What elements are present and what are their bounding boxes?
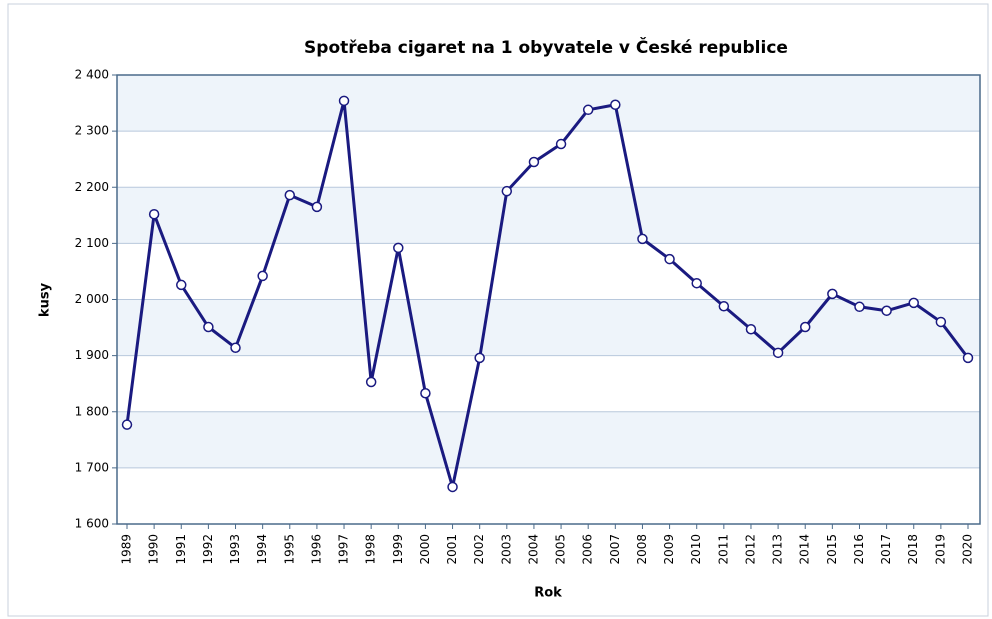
data-point xyxy=(664,253,675,265)
x-tick-label: 2010 xyxy=(689,534,703,565)
data-point xyxy=(148,208,160,220)
plot-border xyxy=(116,74,981,525)
x-tick-label: 2000 xyxy=(418,534,432,565)
y-tick-label: 2 400 xyxy=(75,68,109,82)
x-tick-label: 1993 xyxy=(228,534,242,565)
data-line xyxy=(125,99,970,489)
x-tick-label: 2014 xyxy=(798,534,812,565)
x-axis-title: Rok xyxy=(534,586,562,601)
x-tick-label: 2019 xyxy=(933,534,947,565)
x-tick-label: 2006 xyxy=(581,534,595,565)
data-point xyxy=(854,301,865,313)
data-point xyxy=(772,347,784,359)
data-point xyxy=(799,321,811,333)
x-tick-label: 2005 xyxy=(554,534,568,565)
data-point xyxy=(230,342,241,354)
data-point xyxy=(718,300,730,312)
x-tick-label: 2011 xyxy=(716,534,730,565)
x-tick-label: 2008 xyxy=(635,534,649,565)
data-point xyxy=(501,185,513,197)
x-tick-label: 1998 xyxy=(364,534,378,565)
y-tick-label: 2 300 xyxy=(75,124,109,138)
data-point xyxy=(691,277,702,289)
x-tick-label: 2002 xyxy=(472,534,486,565)
grid-band xyxy=(117,411,980,468)
data-point xyxy=(203,321,214,333)
y-tick-label: 1 700 xyxy=(75,460,109,474)
x-tick-label: 2009 xyxy=(662,534,676,565)
grid-band xyxy=(117,299,980,356)
x-tick-label: 2013 xyxy=(771,534,785,565)
x-tick-label: 2016 xyxy=(852,534,866,565)
chart-title: Spotřeba cigaret na 1 obyvatele v České … xyxy=(304,36,788,58)
x-tick-label: 2007 xyxy=(608,534,622,565)
data-point xyxy=(447,481,458,493)
x-tick-label: 2001 xyxy=(445,534,459,565)
x-tick-label: 1992 xyxy=(201,534,215,565)
x-tick-label: 1989 xyxy=(120,534,134,565)
data-point xyxy=(311,201,323,213)
grid-band xyxy=(117,187,980,244)
data-point xyxy=(393,242,404,254)
x-tick-label: 2017 xyxy=(879,534,893,565)
x-tick-label: 2020 xyxy=(961,534,975,565)
data-point xyxy=(121,419,133,430)
data-point xyxy=(420,387,431,399)
grid-band xyxy=(117,75,980,132)
x-tick-label: 1999 xyxy=(391,534,405,565)
data-point xyxy=(365,376,377,388)
x-tick-label: 1990 xyxy=(147,534,161,565)
x-tick-label: 2018 xyxy=(906,534,920,565)
y-tick-label: 2 200 xyxy=(75,180,109,194)
data-point xyxy=(827,288,838,300)
data-point xyxy=(338,95,350,107)
y-tick-label: 2 100 xyxy=(75,236,109,250)
x-tick-label: 2004 xyxy=(526,534,540,565)
y-tick-label: 1 800 xyxy=(75,404,109,418)
x-tick-label: 2012 xyxy=(743,534,757,565)
x-tick-label: 1994 xyxy=(255,534,269,565)
x-tick-label: 2015 xyxy=(825,534,839,565)
x-tick-label: 1995 xyxy=(282,534,296,565)
data-point xyxy=(935,316,947,328)
data-point xyxy=(908,297,919,309)
y-tick-label: 2 000 xyxy=(75,292,109,306)
y-tick-label: 1 900 xyxy=(75,348,109,362)
data-point xyxy=(962,352,974,364)
data-point xyxy=(745,323,757,335)
data-point xyxy=(555,138,567,150)
data-point xyxy=(610,99,621,110)
x-tick-label: 1996 xyxy=(309,534,323,565)
data-point xyxy=(582,104,594,116)
data-point xyxy=(257,270,268,282)
x-tick-label: 1991 xyxy=(174,534,188,565)
data-point xyxy=(881,305,892,316)
x-tick-label: 2003 xyxy=(499,534,513,565)
y-axis-title: kusy xyxy=(38,282,53,317)
data-point xyxy=(474,352,485,364)
data-point xyxy=(284,189,296,201)
data-point xyxy=(176,279,187,291)
data-point xyxy=(528,156,540,168)
y-tick-label: 1 600 xyxy=(75,517,109,531)
x-tick-label: 1997 xyxy=(337,534,351,565)
data-point xyxy=(637,233,648,245)
